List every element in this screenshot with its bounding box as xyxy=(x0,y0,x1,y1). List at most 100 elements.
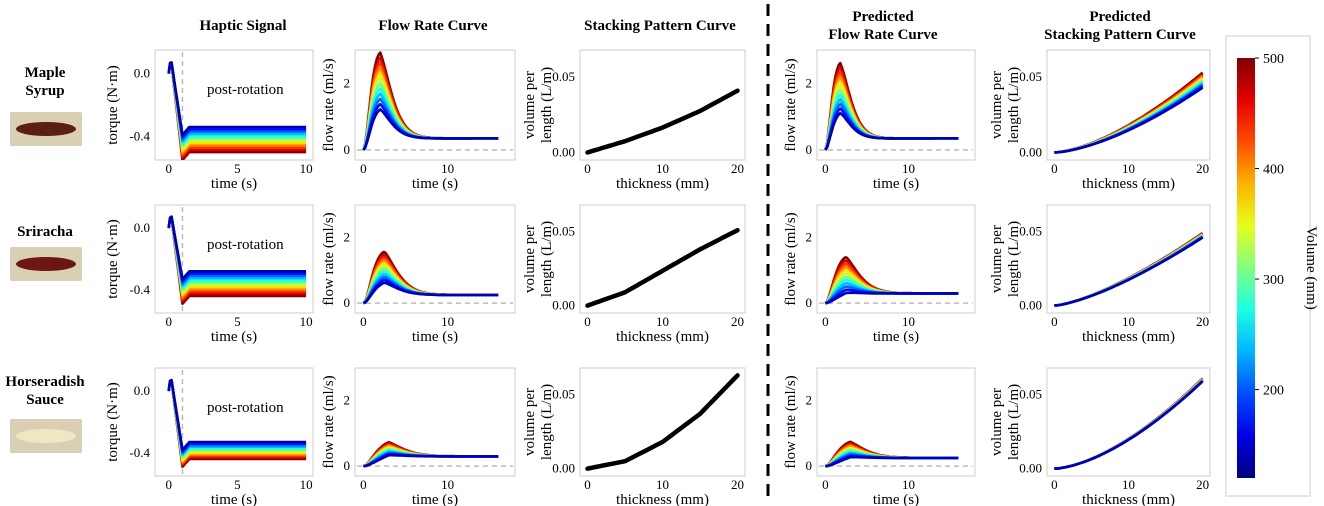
x-tick-label: 0 xyxy=(360,161,367,176)
colorbar-label: Volume (mm) xyxy=(1303,226,1319,309)
x-tick-label: 0 xyxy=(165,314,172,329)
panel-stack: 0 10 20 0.00 0.05 thickness (mm) volume perlen… xyxy=(522,49,746,192)
sample-photo xyxy=(10,112,82,146)
y-tick-label: 0.0 xyxy=(134,66,150,81)
series-line xyxy=(167,379,307,468)
series-line xyxy=(167,61,307,143)
x-tick-label: 10 xyxy=(300,314,313,329)
panel-pred_stack: 0 10 20 0.00 0.05 thickness (mm) volume perlen… xyxy=(989,204,1211,345)
x-tick-label: 0 xyxy=(165,161,172,176)
x-tick-label: 10 xyxy=(902,477,915,492)
y-axis-label: volume perlength (L/m) xyxy=(522,221,555,297)
y-tick-label: 0.00 xyxy=(552,144,575,159)
x-tick-label: 10 xyxy=(441,314,454,329)
x-tick-label: 0 xyxy=(1051,161,1058,176)
series-group xyxy=(1054,377,1204,470)
x-tick-label: 0 xyxy=(1051,314,1058,329)
series-line xyxy=(167,215,307,288)
y-axis-label: torque (N·m) xyxy=(105,219,121,299)
series-line xyxy=(167,215,307,283)
series-line xyxy=(167,216,307,297)
x-tick-label: 5 xyxy=(234,161,241,176)
series-group xyxy=(167,378,307,468)
x-tick-label: 0 xyxy=(822,161,829,176)
y-axis-label-line: volume per xyxy=(522,71,538,139)
panel-stack: 0 10 20 0.00 0.05 thickness (mm) volume perlen… xyxy=(522,204,746,345)
colorbar-tick-label: 200 xyxy=(1263,384,1284,399)
x-tick-label: 10 xyxy=(656,161,669,176)
x-axis-label: time (s) xyxy=(873,492,919,506)
x-tick-label: 20 xyxy=(1196,314,1209,329)
y-tick-label: 0 xyxy=(806,458,813,473)
series-line xyxy=(167,215,307,285)
column-title: Haptic Signal xyxy=(199,18,287,34)
y-tick-label: 0.05 xyxy=(1019,387,1042,402)
panel-stack: 0 10 20 0.00 0.05 thickness (mm) volume perlen… xyxy=(522,367,746,506)
panel-pred_flow: 0 10 0 2 time (s) flow rate (ml/s) xyxy=(783,204,976,345)
x-axis-label: time (s) xyxy=(211,176,257,192)
plot-frame xyxy=(579,367,746,477)
y-axis-label-line: volume per xyxy=(522,225,538,293)
y-axis-label-line: volume per xyxy=(989,388,1005,456)
y-tick-label: 0.05 xyxy=(552,69,575,84)
column-title: Stacking Pattern Curve xyxy=(584,18,736,34)
x-tick-label: 10 xyxy=(1122,161,1135,176)
series-group xyxy=(167,61,307,160)
y-tick-label: 2 xyxy=(344,230,351,245)
series-line xyxy=(167,379,307,458)
series-group xyxy=(167,215,307,305)
annotation-text: post-rotation xyxy=(207,82,284,98)
x-tick-label: 10 xyxy=(441,161,454,176)
series-line xyxy=(825,455,959,468)
plot-frame xyxy=(1046,204,1211,314)
series-line xyxy=(167,61,307,160)
x-tick-label: 10 xyxy=(1122,314,1135,329)
x-tick-label: 20 xyxy=(1196,477,1209,492)
x-tick-label: 10 xyxy=(902,314,915,329)
series-line xyxy=(167,61,307,150)
y-tick-label: 0 xyxy=(344,458,351,473)
series-line xyxy=(167,216,307,301)
series-line xyxy=(167,61,307,153)
x-axis-label: time (s) xyxy=(873,176,919,192)
x-tick-label: 5 xyxy=(234,477,241,492)
y-axis-label-line: length (L/m) xyxy=(539,221,555,297)
y-tick-label: 2 xyxy=(344,75,351,90)
y-axis-label: torque (N·m) xyxy=(105,65,121,145)
plot-frame xyxy=(579,204,746,314)
sauce-bead xyxy=(16,257,76,271)
plot-frame xyxy=(1046,49,1211,161)
y-axis-label-line: length (L/m) xyxy=(1006,384,1022,460)
annotation-text: post-rotation xyxy=(207,237,284,253)
series-line xyxy=(585,88,740,155)
panel-pred_flow: 0 10 0 2 time (s) flow rate (ml/s) xyxy=(783,367,976,506)
panel-pred_flow: 0 10 0 2 time (s) flow rate (ml/s) xyxy=(783,49,976,192)
x-tick-label: 0 xyxy=(1051,477,1058,492)
y-axis-label-line: length (L/m) xyxy=(539,67,555,143)
y-tick-label: 2 xyxy=(806,393,813,408)
x-axis-label: thickness (mm) xyxy=(1082,329,1175,345)
x-tick-label: 20 xyxy=(731,314,744,329)
y-tick-label: -0.4 xyxy=(129,282,150,297)
y-tick-label: 0.00 xyxy=(1019,144,1042,159)
series-line xyxy=(167,379,307,459)
colorbar-tick-label: 400 xyxy=(1263,163,1284,178)
x-tick-label: 0 xyxy=(584,314,591,329)
series-line xyxy=(824,111,959,151)
x-tick-label: 5 xyxy=(234,314,241,329)
x-axis-label: time (s) xyxy=(211,329,257,345)
panel-flow: 0 10 0 2 time (s) flow rate (ml/s) xyxy=(321,367,516,506)
y-tick-label: 0 xyxy=(806,142,813,157)
y-tick-label: 0.00 xyxy=(1019,298,1042,313)
x-axis-label: time (s) xyxy=(211,492,257,506)
x-tick-label: 20 xyxy=(731,161,744,176)
panel-flow: 0 10 0 2 time (s) flow rate (ml/s) xyxy=(321,204,516,345)
y-tick-label: 0.00 xyxy=(552,298,575,313)
y-axis-label-line: length (L/m) xyxy=(1006,221,1022,297)
y-axis-label-line: length (L/m) xyxy=(539,384,555,460)
y-axis-label: flow rate (ml/s) xyxy=(321,58,337,151)
series-group xyxy=(362,250,499,305)
x-tick-label: 10 xyxy=(300,477,313,492)
y-tick-label: 2 xyxy=(344,393,351,408)
